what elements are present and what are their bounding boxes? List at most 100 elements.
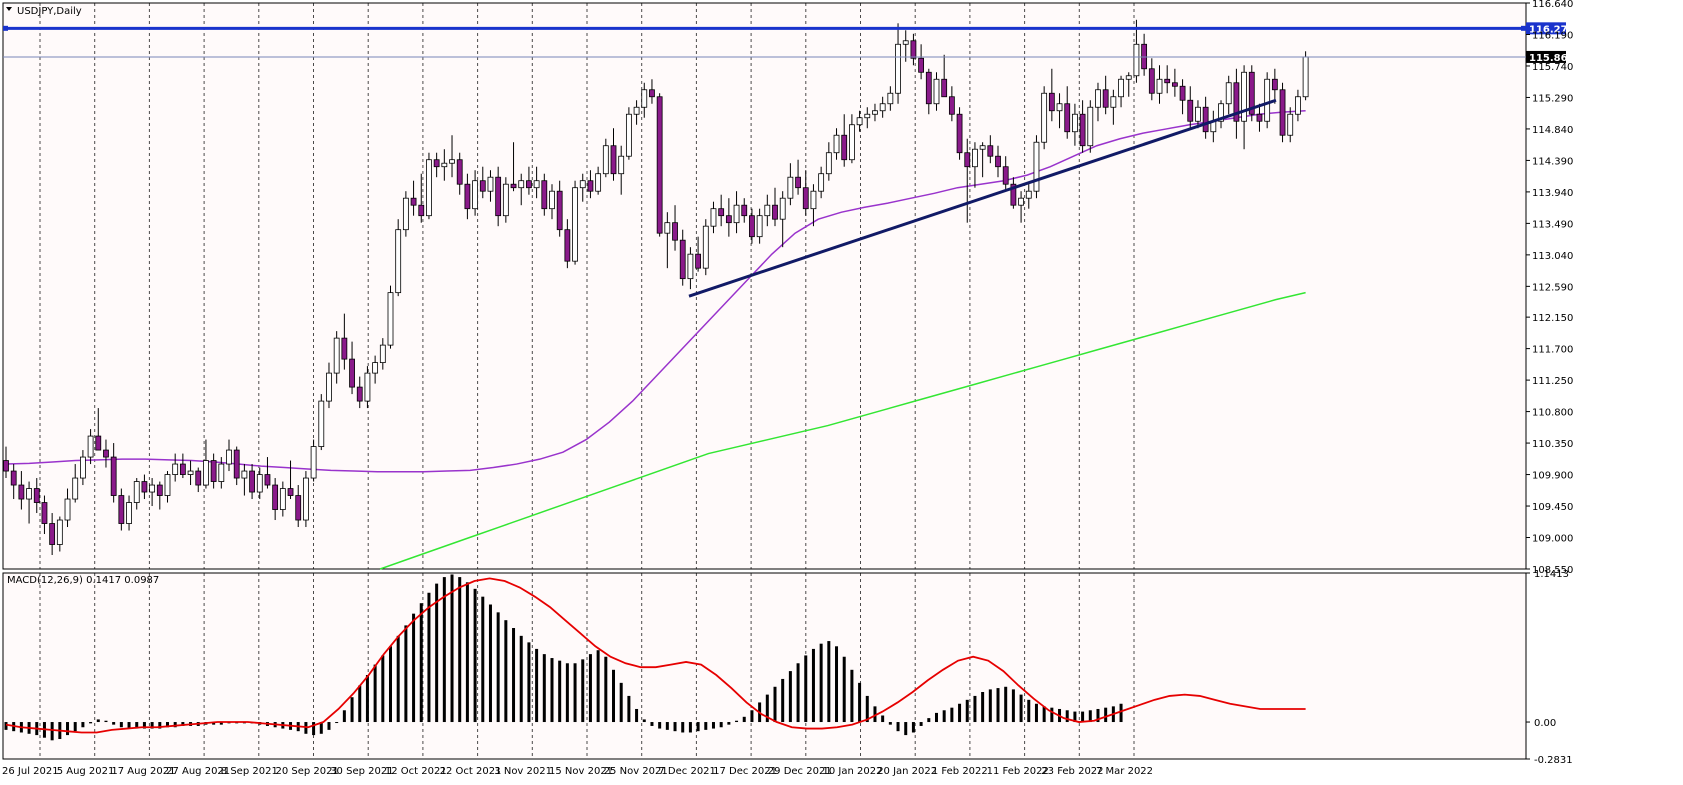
candle-body-bull bbox=[72, 477, 79, 500]
macd-histogram-bar bbox=[996, 688, 1000, 723]
macd-histogram-bar bbox=[1081, 711, 1085, 723]
candle-body-bear bbox=[33, 488, 40, 503]
macd-histogram-bar bbox=[135, 722, 139, 729]
x-tick-label: 12 Oct 2021 bbox=[385, 766, 447, 777]
ma200-line bbox=[379, 291, 1306, 570]
macd-y-tick-label: 0.00 bbox=[1534, 718, 1556, 729]
candle-body-bear bbox=[495, 176, 502, 217]
candle-body-bull bbox=[318, 400, 325, 447]
candle-body-bear bbox=[925, 71, 932, 105]
resistance-handle-left bbox=[3, 25, 8, 31]
candle-body-bear bbox=[18, 484, 25, 500]
y-tick-label: 112.590 bbox=[1532, 282, 1573, 293]
macd-histogram-bar bbox=[66, 722, 70, 736]
candle-body-bull bbox=[764, 204, 771, 217]
macd-histogram-bar bbox=[588, 654, 592, 723]
title-dropdown-icon[interactable] bbox=[6, 7, 12, 11]
macd-histogram-bar bbox=[112, 722, 116, 725]
candle-body-bull bbox=[887, 92, 894, 105]
macd-histogram-bar bbox=[612, 669, 616, 723]
macd-histogram-bar bbox=[688, 722, 692, 733]
candle-body-bull bbox=[395, 229, 402, 294]
macd-histogram-bar bbox=[858, 682, 862, 723]
candle-body-bull bbox=[849, 124, 855, 161]
macd-histogram-bar bbox=[604, 656, 608, 723]
y-tick-label: 110.800 bbox=[1532, 408, 1573, 419]
macd-histogram-bar bbox=[342, 710, 346, 723]
candle-body-bear bbox=[1002, 166, 1009, 185]
x-tick-label: 17 Aug 2021 bbox=[111, 766, 175, 777]
macd-histogram-bar bbox=[942, 710, 946, 723]
candle-body-bear bbox=[556, 190, 563, 231]
candle-body-bull bbox=[364, 372, 371, 402]
candle-body-bull bbox=[372, 362, 379, 374]
candle-body-bull bbox=[633, 106, 640, 115]
candle-body-bull bbox=[226, 449, 232, 465]
candle-body-bull bbox=[1018, 197, 1024, 206]
x-tick-label: 29 Dec 2021 bbox=[768, 766, 832, 777]
candle-body-bull bbox=[979, 145, 986, 150]
macd-histogram-bar bbox=[381, 655, 385, 723]
x-tick-label: 25 Nov 2021 bbox=[604, 766, 668, 777]
candle-body-bull bbox=[426, 159, 432, 217]
macd-histogram-bar bbox=[896, 722, 900, 732]
macd-histogram-bar bbox=[181, 722, 185, 726]
candle-body-bull bbox=[472, 180, 478, 210]
macd-histogram-bar bbox=[419, 603, 423, 723]
y-tick-label: 109.900 bbox=[1532, 471, 1573, 482]
candle-body-bull bbox=[710, 208, 717, 227]
candle-body-bull bbox=[402, 197, 409, 231]
candle-body-bull bbox=[872, 110, 878, 115]
candle-body-bull bbox=[641, 89, 648, 108]
macd-histogram-bar bbox=[735, 720, 739, 723]
candle-body-bear bbox=[587, 180, 594, 192]
macd-histogram-bar bbox=[1050, 707, 1054, 723]
macd-histogram-bar bbox=[711, 722, 715, 729]
candle-body-bull bbox=[818, 173, 825, 192]
macd-histogram-bar bbox=[558, 660, 562, 723]
candle-body-bear bbox=[456, 159, 463, 185]
macd-histogram-bar bbox=[619, 682, 623, 723]
candle-body-bear bbox=[1048, 92, 1055, 112]
macd-histogram-bar bbox=[750, 710, 754, 723]
x-tick-label: 11 Feb 2022 bbox=[987, 766, 1049, 777]
macd-histogram-bar bbox=[1073, 711, 1077, 723]
macd-histogram-bar bbox=[458, 577, 462, 723]
candle-body-bull bbox=[933, 78, 940, 105]
candle-body-bull bbox=[133, 481, 140, 503]
candle-body-bull bbox=[1287, 113, 1294, 136]
candle-body-bear bbox=[479, 180, 486, 192]
candle-body-bear bbox=[1279, 89, 1286, 136]
candle-body-bull bbox=[895, 43, 901, 94]
candle-body-bear bbox=[964, 152, 971, 168]
macd-histogram-bar bbox=[327, 722, 331, 730]
candle-body-bull bbox=[87, 435, 94, 458]
macd-histogram-bar bbox=[581, 659, 585, 723]
current-price-label: 115.869 bbox=[1529, 53, 1575, 64]
candle-body-bull bbox=[26, 488, 32, 500]
candle-body-bear bbox=[1202, 106, 1209, 133]
macd-histogram-bar bbox=[142, 722, 146, 729]
macd-histogram-bar bbox=[358, 685, 362, 723]
macd-histogram-bar bbox=[1011, 689, 1015, 723]
candle-body-bear bbox=[741, 204, 748, 217]
candle-body-bull bbox=[126, 502, 132, 524]
macd-histogram-bar bbox=[842, 656, 846, 723]
candle-body-bull bbox=[256, 474, 263, 493]
macd-histogram-bar bbox=[727, 722, 731, 725]
candle-body-bear bbox=[1179, 85, 1186, 101]
candle-body-bull bbox=[702, 225, 709, 269]
x-tick-label: 5 Aug 2021 bbox=[57, 766, 115, 777]
macd-histogram-bar bbox=[319, 722, 323, 734]
candle-body-bear bbox=[410, 197, 417, 206]
macd-histogram-bar bbox=[442, 577, 446, 723]
candle-body-bull bbox=[618, 155, 625, 175]
macd-histogram-bar bbox=[550, 658, 554, 723]
macd-histogram-bar bbox=[350, 697, 354, 723]
macd-histogram-bar bbox=[627, 695, 631, 723]
candle-body-bear bbox=[3, 460, 9, 472]
macd-histogram-bar bbox=[450, 574, 454, 723]
candle-body-bear bbox=[1079, 113, 1086, 147]
candle-body-bull bbox=[787, 176, 794, 199]
